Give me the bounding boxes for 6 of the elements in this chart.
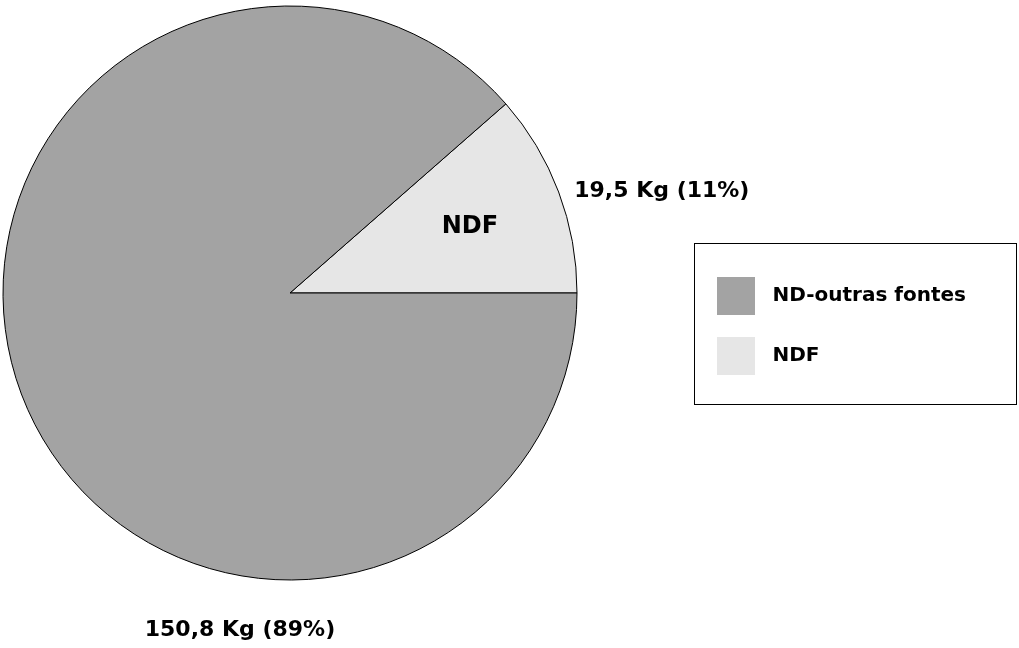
data-label: 150,8 Kg (89%) [144,615,336,641]
slice-label: NDF [441,211,499,240]
legend-label: NDF [772,342,820,366]
data-label: 19,5 Kg (11%) [574,177,750,203]
legend-label: ND-outras fontes [772,282,966,306]
pie-slice [2,5,578,581]
